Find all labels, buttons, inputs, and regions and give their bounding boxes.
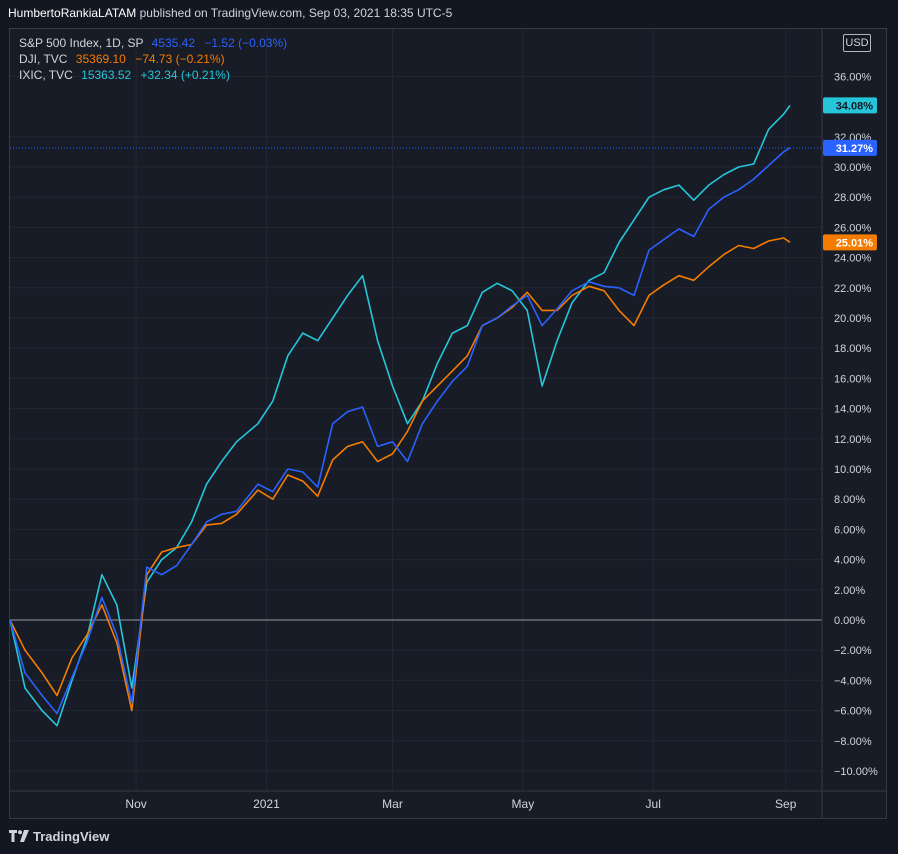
legend-value: 4535.42	[151, 36, 196, 50]
x-tick-label: Mar	[382, 797, 403, 811]
ixic-value-badge: 34.08%	[823, 97, 877, 114]
y-tick-label: 36.00%	[834, 71, 872, 83]
value-badge-label: 25.01%	[836, 237, 874, 249]
x-tick-label: Sep	[775, 797, 797, 811]
legend-name: S&P 500 Index, 1D, SP	[19, 36, 144, 50]
y-tick-label: 6.00%	[834, 524, 865, 536]
y-tick-label: 16.00%	[834, 373, 872, 385]
currency-button[interactable]: USD	[843, 34, 871, 52]
y-tick-label: 28.00%	[834, 192, 872, 204]
y-tick-label: 18.00%	[834, 343, 872, 355]
y-tick-label: 30.00%	[834, 162, 872, 174]
legend-value: 15363.52	[81, 68, 132, 82]
y-tick-label: 4.00%	[834, 555, 865, 567]
y-tick-label: 24.00%	[834, 253, 872, 265]
y-tick-label: 20.00%	[834, 313, 872, 325]
value-badge-bg	[823, 97, 877, 114]
legend-row-ixic[interactable]: IXIC, TVC 15363.52 +32.34 (+0.21%)	[19, 67, 287, 83]
y-tick-label: −2.00%	[834, 645, 872, 657]
legend-row-sp[interactable]: S&P 500 Index, 1D, SP 4535.42 −1.52 (−0.…	[19, 35, 287, 51]
y-tick-label: −10.00%	[834, 766, 878, 778]
legend-row-dji[interactable]: DJI, TVC 35369.10 −74.73 (−0.21%)	[19, 51, 287, 67]
value-badge-bg	[823, 234, 877, 251]
tradingview-logo-icon	[9, 830, 29, 842]
chart-legend: S&P 500 Index, 1D, SP 4535.42 −1.52 (−0.…	[19, 35, 287, 83]
sp-value-badge: 31.27%	[823, 139, 877, 156]
y-tick-label: 2.00%	[834, 585, 865, 597]
legend-change: −1.52 (−0.03%)	[204, 36, 288, 50]
dji-value-badge: 25.01%	[823, 234, 877, 251]
y-tick-label: −8.00%	[834, 736, 872, 748]
y-tick-label: 22.00%	[834, 283, 872, 295]
x-tick-label: Jul	[646, 797, 661, 811]
series-line-dji	[9, 237, 791, 712]
publish-header: HumbertoRankiaLATAM published on Trading…	[8, 6, 452, 24]
tradingview-brand: TradingView	[33, 828, 110, 844]
legend-name: IXIC, TVC	[19, 68, 73, 82]
y-tick-label: 8.00%	[834, 494, 865, 506]
y-tick-label: 10.00%	[834, 464, 872, 476]
y-tick-label: 12.00%	[834, 434, 872, 446]
legend-value: 35369.10	[75, 52, 126, 66]
chart-pane[interactable]	[9, 28, 887, 819]
tradingview-footer[interactable]: TradingView	[9, 826, 109, 846]
y-tick-label: −4.00%	[834, 675, 872, 687]
y-tick-label: −6.00%	[834, 706, 872, 718]
legend-change: −74.73 (−0.21%)	[135, 52, 225, 66]
value-badge-label: 31.27%	[836, 143, 874, 155]
series-line-ixic	[9, 104, 791, 727]
y-tick-label: 0.00%	[834, 615, 865, 627]
publisher-name[interactable]: HumbertoRankiaLATAM	[8, 6, 137, 20]
legend-name: DJI, TVC	[19, 52, 68, 66]
legend-change: +32.34 (+0.21%)	[140, 68, 230, 82]
y-tick-label: 14.00%	[834, 404, 872, 416]
x-tick-label: May	[512, 797, 535, 811]
x-tick-label: 2021	[253, 797, 280, 811]
value-badge-bg	[823, 139, 877, 156]
x-tick-label: Nov	[125, 797, 146, 811]
published-info: published on TradingView.com, Sep 03, 20…	[139, 6, 453, 20]
value-badge-label: 34.08%	[836, 100, 874, 112]
y-tick-label: 26.00%	[834, 222, 872, 234]
series-line-sp	[9, 147, 791, 715]
